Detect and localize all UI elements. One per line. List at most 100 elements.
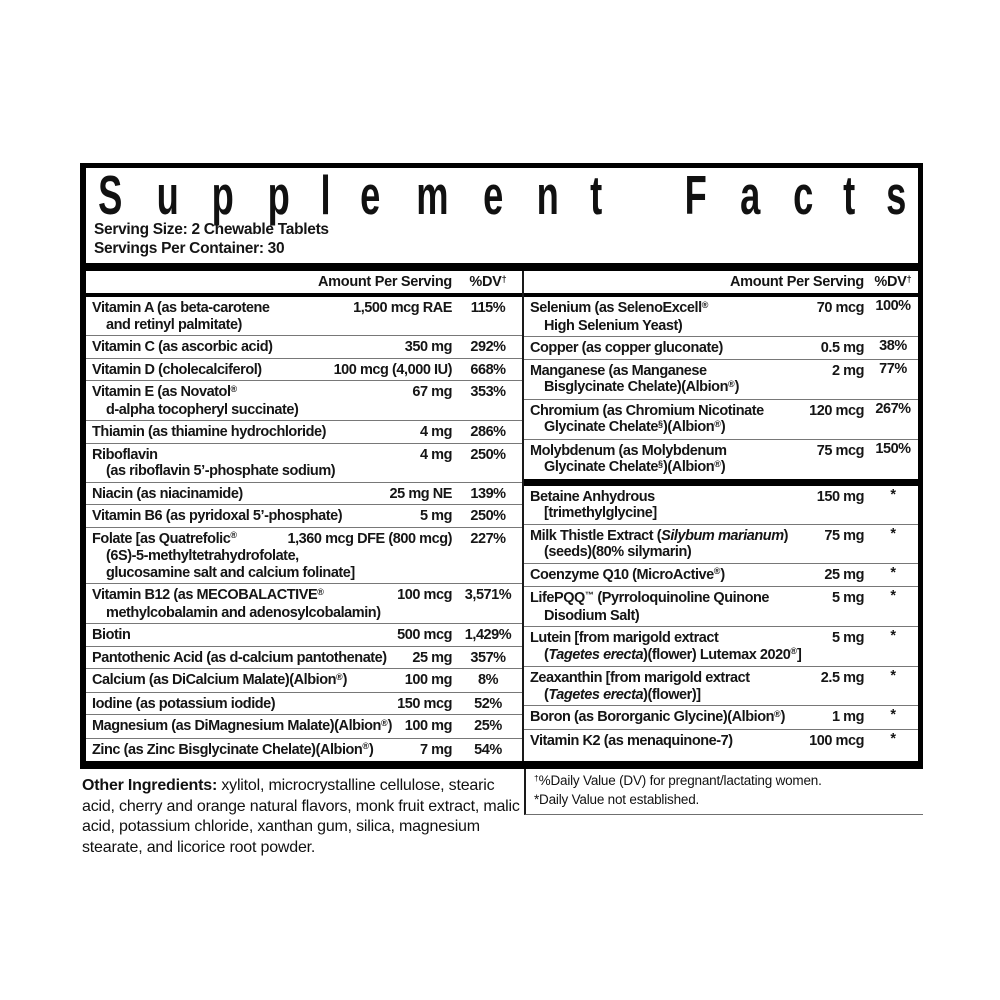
nutrient-name: Iodine (as potassium iodide) bbox=[92, 696, 522, 713]
nutrient-row: Calcium (as DiCalcium Malate)(Albion®) 10… bbox=[86, 668, 522, 692]
nutrient-row: Iodine (as potassium iodide) 150 mcg 52% bbox=[86, 691, 522, 715]
header-top-bar bbox=[86, 263, 918, 271]
nutrient-name-line: Iodine (as potassium iodide) bbox=[92, 695, 276, 712]
nutrient-amount: 2.5 mg bbox=[820, 670, 865, 686]
nutrient-row: Lutein [from marigold extract (Tagetes er… bbox=[524, 626, 918, 666]
nutrient-name: Vitamin A (as beta-carotene and retinyl p… bbox=[92, 300, 522, 333]
superscript-mark: ® bbox=[230, 530, 237, 541]
title-letter: t bbox=[843, 164, 856, 226]
section-divider-bar bbox=[524, 478, 918, 486]
title-letter: F bbox=[685, 164, 708, 226]
nutrient-name: Calcium (as DiCalcium Malate)(Albion®) bbox=[92, 672, 522, 690]
superscript-mark: ® bbox=[728, 378, 735, 389]
nutrient-name-line: Vitamin D (cholecalciferol) bbox=[92, 361, 262, 378]
nutrient-name: Molybdenum (as Molybdenum Glycinate Chela… bbox=[530, 443, 918, 477]
nutrient-dv: 1,429% bbox=[464, 627, 512, 643]
nutrient-name: Thiamin (as thiamine hydrochloride) bbox=[92, 424, 522, 441]
nutrient-row: Riboflavin (as riboflavin 5’-phosphate so… bbox=[86, 442, 522, 482]
nutrient-name: Vitamin E (as Novatol® d-alpha tocopheryl… bbox=[92, 384, 522, 418]
title-letter: u bbox=[156, 164, 179, 226]
nutrient-row: Molybdenum (as Molybdenum Glycinate Chela… bbox=[524, 438, 918, 479]
nutrient-name: Zeaxanthin [from marigold extract (Tagete… bbox=[530, 670, 918, 703]
nutrient-name: Biotin bbox=[92, 627, 522, 644]
nutrient-name-line: (as riboflavin 5’-phosphate sodium) bbox=[106, 463, 336, 479]
nutrient-dv: 292% bbox=[470, 339, 506, 355]
nutrient-dv: 227% bbox=[470, 530, 506, 547]
nutrient-name-line: LifePQQ™ (Pyrroloquinoline Quinone bbox=[530, 589, 770, 606]
nutrient-name-line: Folate [as Quatrefolic® bbox=[92, 530, 237, 547]
superscript-mark: ® bbox=[380, 717, 388, 728]
nutrient-dv: * bbox=[890, 486, 896, 503]
nutrient-name-line: Vitamin B12 (as MECOBALACTIVE® bbox=[92, 586, 324, 603]
nutrient-name-line: Vitamin K2 (as menaquinone-7) bbox=[530, 732, 733, 749]
superscript-mark: ® bbox=[317, 586, 324, 597]
nutrient-name-line: d-alpha tocopheryl succinate) bbox=[106, 401, 299, 418]
nutrient-name-line: Vitamin A (as beta-carotene bbox=[92, 300, 270, 316]
superscript-mark: ® bbox=[336, 671, 343, 682]
nutrient-amount: 100 mg bbox=[404, 672, 453, 688]
nutrient-dv: * bbox=[890, 564, 896, 581]
nutrient-dv: 100% bbox=[875, 298, 911, 314]
nutrient-name-line: Chromium (as Chromium Nicotinate bbox=[530, 402, 764, 419]
nutrient-name-line: Vitamin B6 (as pyridoxal 5’-phosphate) bbox=[92, 508, 343, 524]
nutrient-amount: 100 mcg (4,000 IU) bbox=[333, 361, 453, 378]
nutrient-name: Niacin (as niacinamide) bbox=[92, 486, 522, 503]
botanical-name: Tagetes erecta bbox=[548, 646, 644, 663]
nutrient-row: Pantothenic Acid (as d-calcium pantothen… bbox=[86, 645, 522, 669]
nutrient-dv: 25% bbox=[474, 718, 502, 734]
nutrient-dv: 150% bbox=[875, 440, 911, 457]
botanical-name: Tagetes erecta bbox=[548, 686, 644, 703]
nutrient-amount: 350 mg bbox=[404, 339, 453, 355]
nutrient-dv: * bbox=[890, 628, 896, 644]
title-letter: s bbox=[885, 164, 906, 226]
nutrient-name-line: High Selenium Yeast) bbox=[544, 317, 683, 334]
nutrient-amount: 4 mg bbox=[419, 446, 452, 463]
title-letter: c bbox=[792, 164, 813, 226]
other-ingredients-label: Other Ingredients: bbox=[82, 777, 218, 794]
nutrient-name-line: and retinyl palmitate) bbox=[106, 316, 242, 333]
title-letter: S bbox=[98, 164, 123, 226]
superscript-mark: ® bbox=[230, 383, 238, 394]
nutrient-amount: 0.5 mg bbox=[820, 340, 865, 356]
nutrient-name: Betaine Anhydrous [trimethylglycine] bbox=[530, 489, 918, 522]
nutrient-row: Thiamin (as thiamine hydrochloride) 4 mg 2… bbox=[86, 420, 522, 443]
nutrient-row: Zeaxanthin [from marigold extract (Tagete… bbox=[524, 666, 918, 705]
superscript-mark: ® bbox=[714, 458, 721, 469]
nutrient-name-line: Betaine Anhydrous bbox=[530, 488, 655, 505]
nutrient-dv: 8% bbox=[477, 672, 499, 688]
nutrient-name: Vitamin C (as ascorbic acid) bbox=[92, 339, 522, 356]
title-letter: l bbox=[320, 164, 331, 226]
nutrient-row: Chromium (as Chromium Nicotinate Glycinat… bbox=[524, 398, 918, 439]
nutrient-dv: 267% bbox=[875, 400, 911, 417]
nutrient-name-line: Glycinate Chelate§)(Albion®) bbox=[544, 418, 726, 435]
nutrient-name-line: Riboflavin bbox=[92, 446, 158, 463]
nutrient-name-line: Vitamin C (as ascorbic acid) bbox=[92, 339, 273, 355]
superscript-mark: † bbox=[501, 273, 507, 284]
nutrient-name-line: (6S)-5-methyltetrahydrofolate, bbox=[106, 548, 299, 564]
superscript-mark: ® bbox=[714, 418, 721, 429]
nutrient-amount: 25 mg bbox=[824, 566, 864, 583]
below-table-area: Other Ingredients: xylitol, microcrystal… bbox=[80, 769, 923, 858]
nutrient-name-line: (Tagetes erecta)(flower) Lutemax 2020®] bbox=[544, 646, 802, 663]
nutrient-name-line: Lutein [from marigold extract bbox=[530, 630, 719, 646]
nutrient-name: Lutein [from marigold extract (Tagetes er… bbox=[530, 630, 918, 664]
botanical-name: Silybum marianum bbox=[661, 527, 784, 544]
nutrient-row: Copper (as copper gluconate) 0.5 mg 38% bbox=[524, 336, 918, 359]
title-letter: a bbox=[740, 164, 761, 226]
nutrient-name-line: Milk Thistle Extract (Silybum marianum) bbox=[530, 527, 789, 544]
amount-per-serving-header: Amount Per Serving bbox=[318, 274, 452, 290]
title-letter: e bbox=[483, 164, 504, 226]
nutrient-name-line: Disodium Salt) bbox=[544, 607, 640, 624]
nutrient-name-line: Glycinate Chelate§)(Albion®) bbox=[544, 458, 726, 475]
nutrient-row: Biotin 500 mcg 1,429% bbox=[86, 623, 522, 646]
dv-header: %DV† bbox=[874, 273, 912, 290]
nutrient-amount: 1 mg bbox=[831, 709, 864, 725]
nutrient-name: Manganese (as Manganese Bisglycinate Chel… bbox=[530, 363, 918, 397]
nutrient-name-line: (Tagetes erecta)(flower)] bbox=[544, 686, 701, 703]
nutrient-amount: 100 mcg bbox=[397, 587, 452, 603]
nutrient-amount: 7 mg bbox=[419, 741, 452, 758]
nutrient-name-line: Manganese (as Manganese bbox=[530, 362, 707, 379]
nutrient-dv: * bbox=[890, 525, 896, 542]
nutrient-amount: 100 mcg bbox=[809, 732, 864, 749]
